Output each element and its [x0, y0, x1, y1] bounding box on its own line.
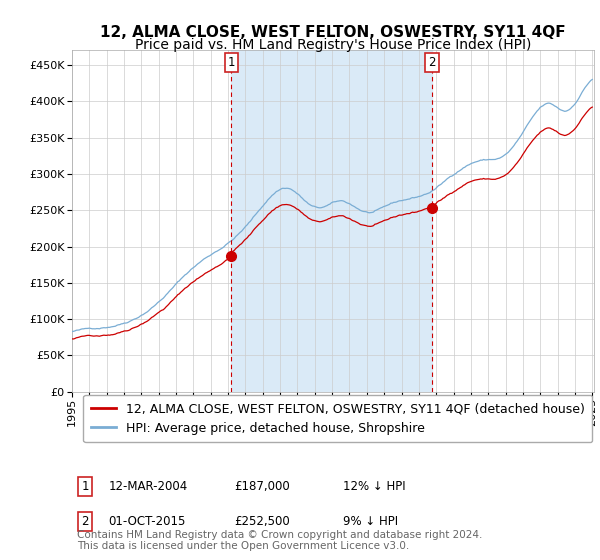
Legend: 12, ALMA CLOSE, WEST FELTON, OSWESTRY, SY11 4QF (detached house), HPI: Average p: 12, ALMA CLOSE, WEST FELTON, OSWESTRY, S…: [83, 395, 592, 442]
Text: 9% ↓ HPI: 9% ↓ HPI: [343, 515, 398, 529]
Text: 2: 2: [428, 56, 436, 69]
Text: 2: 2: [82, 515, 89, 529]
Bar: [232, 50, 432, 392]
Text: 1: 1: [82, 479, 89, 493]
Text: £187,000: £187,000: [234, 479, 290, 493]
Text: 12-MAR-2004: 12-MAR-2004: [109, 479, 188, 493]
Text: 01-OCT-2015: 01-OCT-2015: [109, 515, 186, 529]
Text: Price paid vs. HM Land Registry's House Price Index (HPI): Price paid vs. HM Land Registry's House …: [135, 38, 531, 52]
Text: 12% ↓ HPI: 12% ↓ HPI: [343, 479, 406, 493]
Text: 12, ALMA CLOSE, WEST FELTON, OSWESTRY, SY11 4QF: 12, ALMA CLOSE, WEST FELTON, OSWESTRY, S…: [100, 25, 566, 40]
Text: £252,500: £252,500: [234, 515, 290, 529]
Text: 1: 1: [227, 56, 235, 69]
Text: Contains HM Land Registry data © Crown copyright and database right 2024.
This d: Contains HM Land Registry data © Crown c…: [77, 530, 482, 551]
